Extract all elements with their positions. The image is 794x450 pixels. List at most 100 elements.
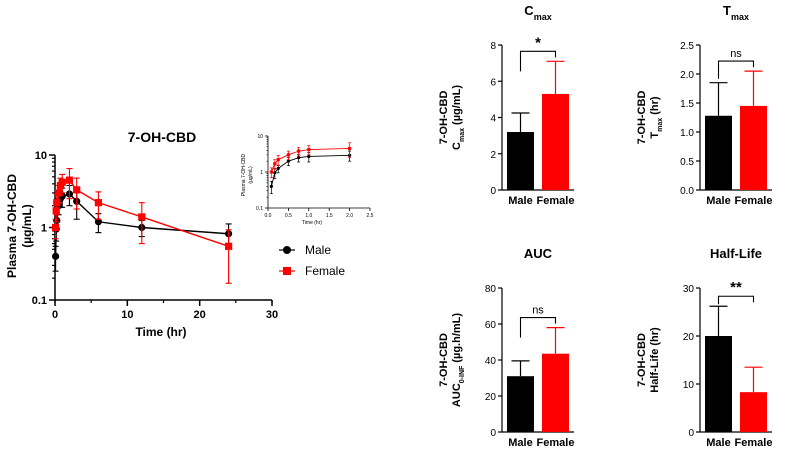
pk-y-label: Plasma 7-OH-CBD (µg/mL): [5, 174, 34, 278]
panel-y-label-line1: 7-OH-CBD: [438, 333, 450, 387]
pk-x-label: Time (hr): [135, 325, 186, 339]
y-tick-label: 80: [485, 284, 497, 295]
category-label: Male: [706, 437, 730, 449]
panel-title-subscript: max: [534, 12, 552, 22]
panel-y-label: 7-OH-CBD Half-Life (hr): [636, 327, 661, 393]
x-tick-label: 2.5: [367, 213, 374, 219]
significance-label: ns: [730, 48, 742, 60]
significance-label: **: [730, 279, 742, 296]
significance-bracket: [717, 60, 755, 79]
data-point-female: [55, 189, 63, 197]
bar-male: [507, 376, 534, 432]
y-tick-label: 2.0: [680, 70, 694, 81]
series-line-male: [270, 154, 350, 187]
legend-female-label: Female: [305, 264, 345, 278]
y-tick-label: 60: [485, 320, 497, 331]
data-point-female: [348, 146, 352, 151]
panel-title: Half-Life: [710, 246, 762, 261]
inset-y-label-main: Plasma 7-OH-CBD: [241, 153, 247, 196]
bar-male: [705, 115, 732, 190]
panel-y-label-line1: 7-OH-CBD: [636, 91, 648, 145]
panel-y-label-line2: AUC0-INF (µg.h/mL): [451, 313, 466, 407]
category-label: Female: [537, 195, 575, 207]
panel-y-label-unit: (µg.h/mL): [451, 313, 463, 366]
x-tick-label: 0.5: [285, 213, 292, 219]
panel-y-label-subscript: max: [459, 128, 466, 142]
y-tick-label: 20: [683, 332, 695, 343]
data-point-female: [269, 170, 273, 174]
bar-female: [542, 93, 569, 190]
data-point-female: [73, 186, 81, 194]
y-tick-label: 40: [485, 356, 497, 367]
category-label: Female: [537, 437, 575, 449]
data-point-male: [286, 159, 290, 163]
pk-chart-title: 7-OH-CBD: [128, 129, 196, 145]
y-tick-label: 1: [41, 222, 47, 234]
x-tick-label: 30: [266, 309, 278, 321]
data-point-female: [52, 207, 60, 215]
x-tick-label: 20: [194, 309, 206, 321]
series-line-female: [270, 148, 350, 173]
x-tick-label: 1.0: [305, 213, 312, 219]
inset-y-label: Plasma 7-OH-CBD (µg/mL): [241, 153, 254, 196]
y-tick-label: 30: [683, 284, 695, 295]
panel-y-label-line1: 7-OH-CBD: [636, 333, 648, 387]
pk-y-label-unit: (µg/mL): [20, 204, 34, 248]
panel-y-label-line2: Half-Life (hr): [649, 327, 661, 393]
data-point-male: [52, 252, 60, 260]
panel-title: Cmax: [524, 3, 551, 22]
y-tick-label: 0: [490, 186, 496, 197]
panel-title: Tmax: [723, 3, 749, 22]
data-point-male: [269, 184, 273, 188]
data-point-female: [65, 176, 74, 184]
bar-female: [542, 353, 569, 432]
data-point-female: [286, 153, 290, 157]
data-point-female: [94, 199, 102, 207]
y-tick-label: 2: [490, 150, 496, 161]
y-tick-label: 1.0: [680, 128, 694, 139]
halflife-bar-chart: Half-Life 7-OH-CBD Half-Life (hr) 0 10 20 30 Ma…: [636, 246, 772, 449]
legend-male-label: Male: [305, 243, 331, 257]
bar-female: [740, 392, 767, 432]
y-tick-label: 8: [490, 41, 496, 52]
y-tick-label: 0.1: [256, 206, 263, 212]
significance-label: *: [535, 34, 541, 51]
x-tick-label: 0.0: [265, 213, 272, 219]
x-tick-label: 10: [121, 309, 133, 321]
category-label: Male: [508, 195, 532, 207]
y-tick-label: 10: [35, 150, 47, 162]
significance-label: ns: [532, 305, 544, 317]
panel-y-label: 7-OH-CBD Tmax (hr): [636, 91, 664, 145]
data-point-female: [225, 242, 233, 250]
category-label: Female: [735, 437, 773, 449]
data-point-female: [58, 178, 66, 186]
panel-y-label-subscript: max: [657, 118, 664, 132]
y-tick-label: 1.5: [680, 99, 694, 110]
y-tick-label: 6: [490, 77, 496, 88]
pk-y-label-main: Plasma 7-OH-CBD: [5, 174, 19, 278]
data-point-female: [307, 147, 311, 152]
bar-female: [740, 105, 767, 190]
pk-legend: Male Female: [279, 243, 345, 278]
x-tick-label: 0: [52, 309, 58, 321]
inset-y-label-unit: (µg/mL): [248, 166, 254, 184]
panel-y-label-unit: (hr): [649, 96, 661, 118]
y-tick-label: 0.5: [680, 157, 694, 168]
y-tick-label: 0: [490, 428, 496, 439]
pk-main-chart: 7-OH-CBD Plasma 7-OH-CBD (µg/mL) Time (h…: [5, 129, 345, 339]
y-tick-label: 0: [688, 428, 694, 439]
category-label: Male: [508, 437, 532, 449]
data-point-male: [53, 216, 61, 225]
y-tick-label: 0.0: [680, 186, 694, 197]
legend-female-marker: [283, 267, 291, 275]
category-label: Female: [735, 195, 773, 207]
category-label: Male: [706, 195, 730, 207]
bar-male: [507, 132, 534, 190]
data-point-male: [276, 166, 280, 171]
data-point-female: [276, 158, 280, 162]
